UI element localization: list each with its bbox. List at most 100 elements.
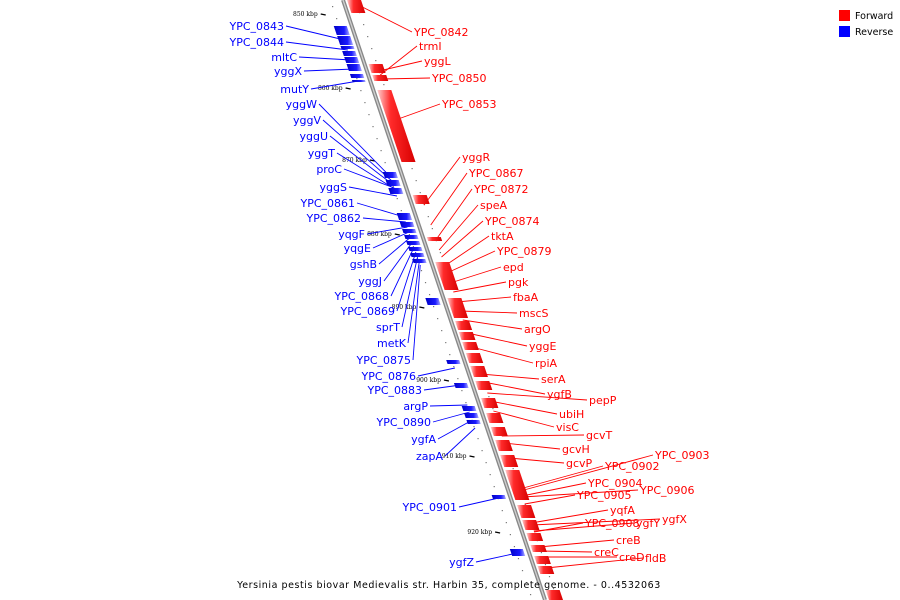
reverse-gene-feature[interactable] xyxy=(402,229,417,233)
reverse-gene-feature[interactable] xyxy=(446,360,461,364)
gene-label-ypc-0872[interactable]: YPC_0872 xyxy=(473,183,529,196)
gene-label-gcvp[interactable]: gcvP xyxy=(566,457,593,470)
gene-label-ygfa[interactable]: ygfA xyxy=(411,433,436,446)
reverse-gene-feature[interactable] xyxy=(491,495,506,499)
gene-label-ypc-0861[interactable]: YPC_0861 xyxy=(299,197,355,210)
gene-label-muty[interactable]: mutY xyxy=(280,83,309,96)
gene-label-gcvh[interactable]: gcvH xyxy=(562,443,590,456)
reverse-strand-features[interactable] xyxy=(333,26,526,556)
reverse-gene-feature[interactable] xyxy=(406,241,421,245)
forward-gene-feature[interactable] xyxy=(412,195,430,204)
gene-label-ypc-0862[interactable]: YPC_0862 xyxy=(305,212,361,225)
gene-label-ypc-0844[interactable]: YPC_0844 xyxy=(228,36,284,49)
gene-label-ypc-0869[interactable]: YPC_0869 xyxy=(339,305,395,318)
reverse-gene-feature[interactable] xyxy=(346,64,362,71)
gene-label-pepp[interactable]: pepP xyxy=(589,394,617,407)
gene-label-ypc-0890[interactable]: YPC_0890 xyxy=(375,416,431,429)
forward-gene-feature[interactable] xyxy=(368,64,386,73)
gene-label-ygge[interactable]: yggE xyxy=(529,340,556,353)
gene-label-yggl[interactable]: yggL xyxy=(424,55,451,68)
legend-reverse[interactable]: Reverse xyxy=(839,26,893,38)
reverse-gene-feature[interactable] xyxy=(464,413,479,418)
forward-gene-feature[interactable] xyxy=(522,520,540,530)
reverse-gene-feature[interactable] xyxy=(399,222,415,227)
gene-label-ubih[interactable]: ubiH xyxy=(559,408,584,421)
reverse-gene-feature[interactable] xyxy=(453,383,469,388)
reverse-gene-feature[interactable] xyxy=(412,259,427,263)
gene-label-mscs[interactable]: mscS xyxy=(519,307,548,320)
gene-label-ypc-0875[interactable]: YPC_0875 xyxy=(355,354,411,367)
forward-gene-feature[interactable] xyxy=(480,398,499,408)
reverse-gene-feature[interactable] xyxy=(342,51,357,56)
reverse-gene-feature[interactable] xyxy=(425,298,441,305)
gene-label-gshb[interactable]: gshB xyxy=(350,258,377,271)
gene-label-visc[interactable]: visC xyxy=(556,421,579,434)
reverse-gene-feature[interactable] xyxy=(396,213,413,220)
gene-label-rpia[interactable]: rpiA xyxy=(535,357,558,370)
gene-label-ygfx[interactable]: ygfX xyxy=(662,513,687,526)
gene-label-sprt[interactable]: sprT xyxy=(376,321,400,334)
gene-label-trmi[interactable]: trmI xyxy=(419,40,442,53)
gene-label-creb[interactable]: creB xyxy=(616,534,641,547)
gene-label-yggt[interactable]: yggT xyxy=(308,147,335,160)
reverse-gene-feature[interactable] xyxy=(509,549,526,556)
reverse-gene-feature[interactable] xyxy=(388,188,404,194)
gene-label-spea[interactable]: speA xyxy=(480,199,507,212)
forward-gene-feature[interactable] xyxy=(465,353,484,363)
reverse-gene-feature[interactable] xyxy=(340,46,355,49)
gene-label-mltc[interactable]: mltC xyxy=(271,51,297,64)
forward-strand-features[interactable] xyxy=(347,0,563,600)
gene-label-ypc-0905[interactable]: YPC_0905 xyxy=(576,489,632,502)
gene-label-ypc-0842[interactable]: YPC_0842 xyxy=(413,26,469,39)
forward-gene-feature[interactable] xyxy=(486,413,504,423)
gene-label-ypc-0879[interactable]: YPC_0879 xyxy=(496,245,552,258)
forward-gene-feature[interactable] xyxy=(505,470,530,500)
gene-label-sera[interactable]: serA xyxy=(541,373,566,386)
reverse-gene-feature[interactable] xyxy=(349,74,365,78)
reverse-gene-feature[interactable] xyxy=(333,26,350,35)
gene-label-ypc-0876[interactable]: YPC_0876 xyxy=(360,370,416,383)
forward-gene-feature[interactable] xyxy=(455,321,473,330)
gene-label-ypc-0903[interactable]: YPC_0903 xyxy=(654,449,710,462)
gene-label-ygfy[interactable]: ygfY xyxy=(636,517,660,530)
forward-gene-feature[interactable] xyxy=(372,75,389,81)
forward-gene-feature[interactable] xyxy=(435,262,459,290)
reverse-gene-feature[interactable] xyxy=(344,57,360,63)
gene-label-ypc-0853[interactable]: YPC_0853 xyxy=(441,98,497,111)
gene-label-yqfa[interactable]: yqfA xyxy=(610,504,635,517)
gene-label-ypc-0867[interactable]: YPC_0867 xyxy=(468,167,524,180)
gene-label-pgk[interactable]: pgk xyxy=(508,276,529,289)
forward-gene-feature[interactable] xyxy=(475,381,493,390)
gene-label-ypc-0843[interactable]: YPC_0843 xyxy=(228,20,284,33)
gene-label-ypc-0901[interactable]: YPC_0901 xyxy=(401,501,457,514)
gene-label-yggj[interactable]: yggJ xyxy=(358,275,382,288)
reverse-gene-feature[interactable] xyxy=(404,235,419,239)
forward-gene-feature[interactable] xyxy=(458,332,476,340)
gene-label-gcvt[interactable]: gcvT xyxy=(586,429,613,442)
legend-forward[interactable]: Forward xyxy=(839,10,893,22)
reverse-gene-feature[interactable] xyxy=(461,406,477,411)
gene-label-fldb[interactable]: fldB xyxy=(645,552,666,565)
gene-label-tkta[interactable]: tktA xyxy=(491,230,514,243)
gene-label-ypc-0850[interactable]: YPC_0850 xyxy=(431,72,487,85)
gene-label-ygfz[interactable]: ygfZ xyxy=(449,556,474,569)
gene-label-argo[interactable]: argO xyxy=(524,323,551,336)
reverse-gene-feature[interactable] xyxy=(337,36,354,45)
gene-label-ypc-0906[interactable]: YPC_0906 xyxy=(639,484,695,497)
gene-label-ygfb[interactable]: ygfB xyxy=(547,388,572,401)
gene-label-ypc-0908[interactable]: YPC_0908 xyxy=(584,517,640,530)
forward-gene-feature[interactable] xyxy=(447,298,469,318)
gene-label-ypc-0868[interactable]: YPC_0868 xyxy=(333,290,389,303)
gene-label-ypc-0883[interactable]: YPC_0883 xyxy=(366,384,422,397)
gene-label-zapa[interactable]: zapA xyxy=(416,450,443,463)
forward-gene-feature[interactable] xyxy=(530,545,547,552)
forward-gene-feature[interactable] xyxy=(500,455,519,467)
forward-gene-feature[interactable] xyxy=(517,505,536,518)
gene-label-yqgf[interactable]: yqgF xyxy=(338,228,365,241)
gene-label-argp[interactable]: argP xyxy=(403,400,428,413)
gene-label-fbaa[interactable]: fbaA xyxy=(513,291,539,304)
gene-label-yqge[interactable]: yqgE xyxy=(344,242,371,255)
gene-label-yggs[interactable]: yggS xyxy=(320,181,347,194)
